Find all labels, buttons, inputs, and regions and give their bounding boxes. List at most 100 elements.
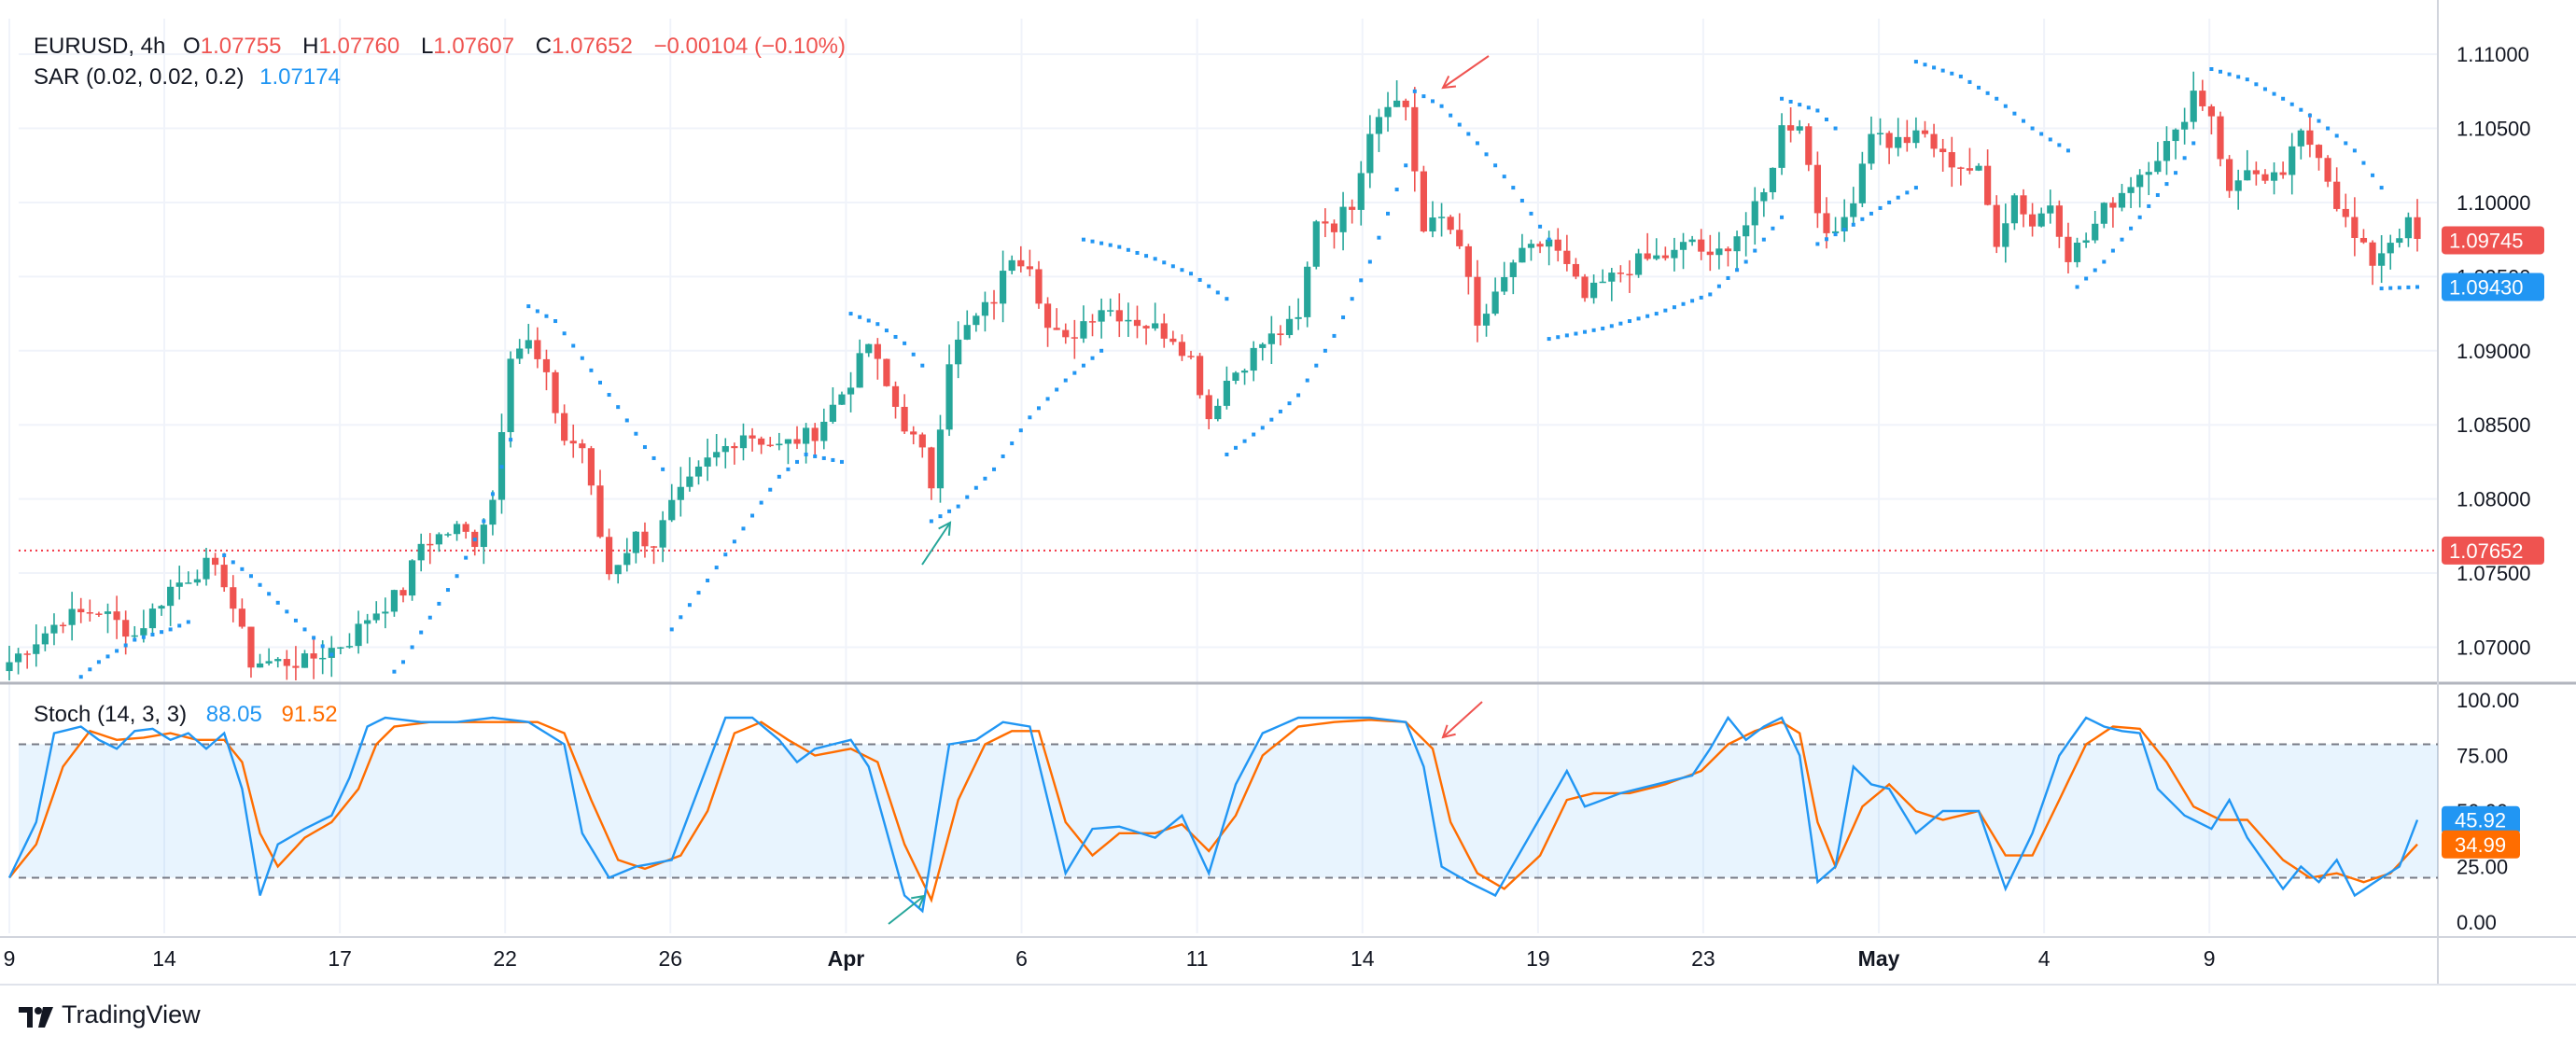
sar-dot <box>160 630 164 635</box>
candle-body <box>1349 206 1356 210</box>
sar-dot <box>2397 286 2401 290</box>
candle-body <box>1125 319 1132 322</box>
sar-dot <box>2084 276 2089 281</box>
candle-body <box>1733 236 1741 252</box>
sar-dot <box>2299 107 2303 112</box>
price-tick-label: 1.10500 <box>2457 118 2531 141</box>
candle-body <box>731 445 738 449</box>
buy-signal-arrow <box>921 522 951 566</box>
time-axis[interactable]: 9 14 17 22 26 Apr 6 11 14 19 23 May 4 9 <box>4 946 2216 971</box>
sar-dot <box>240 566 245 571</box>
stoch-label[interactable]: Stoch (14, 3, 3) <box>34 702 188 727</box>
candle-body <box>453 524 461 535</box>
sar-dot <box>2093 268 2097 273</box>
candle-body <box>158 606 165 609</box>
candle-body <box>1688 239 1696 243</box>
sar-dot <box>1842 227 1847 231</box>
sar-dot <box>2272 91 2276 96</box>
sar-dot <box>329 652 334 657</box>
sar-dot <box>956 504 960 509</box>
sar-dot <box>1519 198 1524 203</box>
candle-body <box>1813 164 1821 214</box>
sar-dot <box>445 588 450 593</box>
candle-body <box>417 543 425 561</box>
brand-name: TradingView <box>62 1000 201 1028</box>
candle-body <box>1214 405 1222 420</box>
candle-body <box>41 633 49 645</box>
sar-dot <box>133 637 137 642</box>
sar-dot <box>2361 161 2366 165</box>
sar-dot <box>1538 224 1543 229</box>
sar-dot <box>661 467 665 471</box>
candle-body <box>1393 100 1401 107</box>
candle-body <box>1197 356 1204 396</box>
candle-body <box>2190 91 2197 122</box>
candle-body <box>1536 244 1544 247</box>
current-price-tag-bg <box>2442 226 2544 255</box>
stoch-sell-arrow-head <box>1441 724 1456 739</box>
sar-dot <box>706 578 710 582</box>
candle-body <box>33 644 40 654</box>
candle-body <box>2252 170 2260 175</box>
sar-dot <box>78 675 83 679</box>
candle-body <box>579 443 586 449</box>
candle-body <box>1975 165 1982 171</box>
candle-body <box>1796 126 1803 131</box>
price-axis[interactable]: 1.070001.075001.080001.085001.090001.095… <box>2457 43 2531 659</box>
sar-dot <box>1466 132 1471 136</box>
sar-dot <box>2344 141 2348 146</box>
sar-price-tag-bg <box>2442 273 2544 301</box>
time-tick-label: 22 <box>493 946 517 971</box>
sar-dot <box>2102 259 2107 264</box>
sar-dot <box>580 356 584 360</box>
candle-body <box>1098 310 1105 322</box>
sar-dot <box>1663 308 1668 313</box>
candle-body <box>2154 161 2162 173</box>
gridlines <box>8 19 2438 933</box>
candle-body <box>2244 170 2251 181</box>
stoch-tick-label: 0.00 <box>2457 911 2497 934</box>
candle-body <box>113 611 120 621</box>
sar-label[interactable]: SAR (0.02, 0.02, 0.2) <box>34 64 245 90</box>
sar-dot <box>2012 111 2017 116</box>
sar-dot <box>419 630 424 635</box>
sar-dot <box>1502 175 1506 179</box>
sar-dot <box>1726 275 1730 280</box>
sar-dot <box>1699 295 1703 300</box>
candle-body <box>489 499 497 525</box>
sar-dot <box>1547 237 1551 242</box>
candle-body <box>2207 105 2216 117</box>
sar-dot <box>1833 232 1838 237</box>
sar-dot <box>821 455 826 460</box>
sar-dot <box>2254 82 2259 87</box>
high-value: 1.07760 <box>318 34 400 59</box>
sar-dot <box>2039 132 2044 136</box>
sar-dot <box>1305 378 1309 383</box>
sar-dot <box>1824 118 1828 122</box>
candle-body <box>2378 253 2386 266</box>
sar-dot <box>1627 319 1631 324</box>
candle-body <box>1760 191 1768 202</box>
sar-dot <box>1583 329 1588 334</box>
sar-dot <box>2191 141 2196 146</box>
candle-body <box>2217 116 2224 160</box>
symbol-label[interactable]: EURUSD, 4h <box>34 34 166 59</box>
stoch-lines <box>7 715 2419 914</box>
candle-body <box>641 531 649 547</box>
candle-body <box>310 653 317 659</box>
candle-body <box>1948 152 1955 168</box>
candle-body <box>847 387 855 395</box>
sar-dot <box>1708 292 1713 297</box>
sar-dot <box>285 609 289 614</box>
sar-dot <box>1439 104 1444 108</box>
sar-dot <box>1162 260 1167 265</box>
tradingview-brand[interactable]: TradingView <box>19 1000 201 1029</box>
sar-dot <box>2110 248 2115 253</box>
sar-dot <box>1449 113 1453 118</box>
candle-body <box>1133 319 1141 327</box>
sar-dot <box>88 667 92 672</box>
sar-dot <box>903 341 907 345</box>
low-value: 1.07607 <box>433 34 515 59</box>
candle-body <box>1223 380 1230 406</box>
